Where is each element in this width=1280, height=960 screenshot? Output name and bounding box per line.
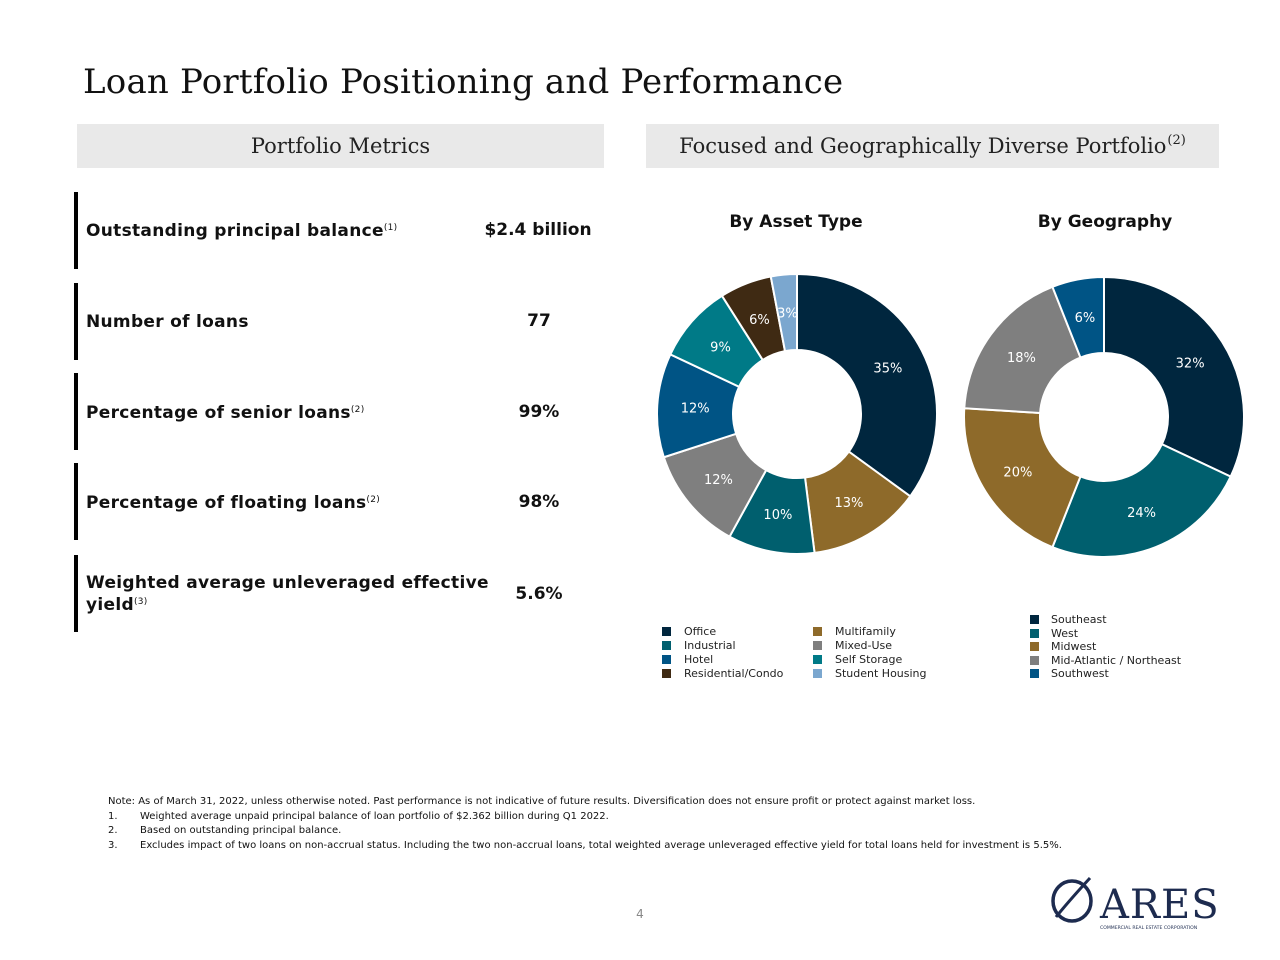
donut-charts: 35% 13% 10% 12% 12% 9% 6% 3% 32% 24% 20% 18% 6%: [656, 272, 1245, 558]
legend-swatch: [813, 654, 822, 664]
slice-label-mixed-use: 12%: [704, 473, 733, 488]
legend-swatch: [813, 626, 822, 636]
slice-label-self-storage: 9%: [710, 341, 731, 356]
legend-item-west: West: [1030, 627, 1181, 641]
metric-value: 99%: [518, 402, 560, 422]
metric-label: Weighted average unleveraged effective y…: [86, 573, 489, 615]
legend-item-southeast: Southeast: [1030, 613, 1181, 627]
metric-label: Percentage of senior loans(2): [86, 403, 365, 423]
legend-swatch: [662, 626, 671, 636]
slice-west: [1051, 442, 1233, 558]
portfolio-header-footnote: (2): [1167, 132, 1186, 148]
slice-label-student-housing: 3%: [777, 306, 798, 321]
metric-row-weighted-yield: Weighted average unleveraged effective y…: [74, 555, 608, 632]
asset-type-legend-col2: Multifamily Mixed-Use Self Storage Stude…: [813, 624, 927, 680]
legend-swatch: [662, 654, 671, 664]
ares-logo: ARES COMMERCIAL REAL ESTATE CORPORATION: [1051, 876, 1220, 931]
legend-swatch: [1030, 642, 1039, 652]
legend-item-hotel: Hotel: [662, 652, 783, 666]
legend-swatch: [813, 668, 822, 678]
portfolio-diversity-header: Focused and Geographically Diverse Portf…: [646, 124, 1219, 168]
logo-tagline: COMMERCIAL REAL ESTATE CORPORATION: [1100, 925, 1197, 931]
legend-item-residential-condo: Residential/Condo: [662, 666, 783, 680]
legend-item-multifamily: Multifamily: [813, 624, 927, 638]
slice-label-industrial: 10%: [763, 508, 792, 523]
asset-type-donut: 35% 13% 10% 12% 12% 9% 6% 3%: [656, 272, 938, 555]
portfolio-diversity-header-text: Focused and Geographically Diverse Portf…: [679, 134, 1167, 158]
metric-label: Number of loans: [86, 312, 249, 332]
footnote-item: 1. Weighted average unpaid principal bala…: [108, 810, 609, 822]
slice-label-residential-condo: 6%: [749, 313, 770, 328]
legend-item-office: Office: [662, 624, 783, 638]
legend-item-midwest: Midwest: [1030, 640, 1181, 654]
legend-swatch: [1030, 655, 1039, 665]
slice-label-midwest: 20%: [1003, 466, 1032, 481]
page-number: 4: [636, 907, 644, 921]
slice-mid-atlantic-northeast: [963, 285, 1082, 415]
legend-item-southwest: Southwest: [1030, 667, 1181, 681]
metric-label: Percentage of floating loans(2): [86, 493, 381, 513]
legend-item-student-housing: Student Housing: [813, 666, 927, 680]
slice-southwest: [1051, 275, 1105, 359]
asset-type-legend-col1: Office Industrial Hotel Residential/Cond…: [662, 624, 783, 680]
footnote-intro: Note: As of March 31, 2022, unless other…: [108, 796, 976, 807]
slice-midwest: [963, 407, 1082, 549]
metric-value: 98%: [518, 492, 560, 512]
portfolio-metrics-header: Portfolio Metrics: [77, 124, 604, 168]
metric-value: $2.4 billion: [484, 220, 592, 240]
metric-row-number-of-loans: Number of loans 77: [74, 283, 608, 360]
slice-label-office: 35%: [873, 362, 902, 377]
footnote-item: 3. Excludes impact of two loans on non-ac…: [108, 839, 1062, 851]
slice-student-housing: [769, 272, 798, 353]
metric-value: 5.6%: [515, 584, 563, 604]
slice-label-mid-atlantic-northeast: 18%: [1007, 351, 1036, 366]
metric-label: Outstanding principal balance(1): [86, 221, 398, 241]
legend-swatch: [1030, 615, 1039, 625]
portfolio-metrics-header-text: Portfolio Metrics: [250, 134, 431, 158]
slice-label-southwest: 6%: [1075, 311, 1096, 326]
legend-swatch: [662, 640, 671, 650]
legend-swatch: [662, 668, 671, 678]
metric-row-senior-loans: Percentage of senior loans(2) 99%: [74, 373, 608, 450]
asset-type-chart-title: By Asset Type: [729, 212, 863, 232]
ares-emblem-icon: [1051, 876, 1093, 923]
logo-wordmark: ARES: [1099, 882, 1220, 928]
metric-row-outstanding-balance: Outstanding principal balance(1) $2.4 bi…: [74, 192, 608, 269]
geography-chart-title: By Geography: [1037, 212, 1173, 232]
legend-item-mixed-use: Mixed-Use: [813, 638, 927, 652]
slice-southeast: [1103, 275, 1245, 478]
geography-legend: Southeast West Midwest Mid-Atlantic / No…: [1030, 613, 1181, 681]
legend-item-mid-atlantic-northeast: Mid-Atlantic / Northeast: [1030, 654, 1181, 668]
footnotes: Note: As of March 31, 2022, unless other…: [108, 795, 1062, 853]
legend-swatch: [1030, 628, 1039, 638]
legend-swatch: [813, 640, 822, 650]
legend-item-industrial: Industrial: [662, 638, 783, 652]
slice-label-west: 24%: [1127, 506, 1156, 521]
page-title: Loan Portfolio Positioning and Performan…: [83, 62, 844, 102]
footnote-item: 2. Based on outstanding principal balance…: [108, 825, 342, 836]
slice-label-multifamily: 13%: [834, 496, 863, 511]
slice-office: [796, 272, 938, 498]
legend-item-self-storage: Self Storage: [813, 652, 927, 666]
slice-label-southeast: 32%: [1176, 356, 1205, 371]
geography-donut: 32% 24% 20% 18% 6%: [963, 275, 1245, 558]
metric-value: 77: [527, 311, 551, 331]
metric-row-floating-loans: Percentage of floating loans(2) 98%: [74, 463, 608, 540]
slice-label-hotel: 12%: [681, 402, 710, 417]
legend-swatch: [1030, 669, 1039, 679]
